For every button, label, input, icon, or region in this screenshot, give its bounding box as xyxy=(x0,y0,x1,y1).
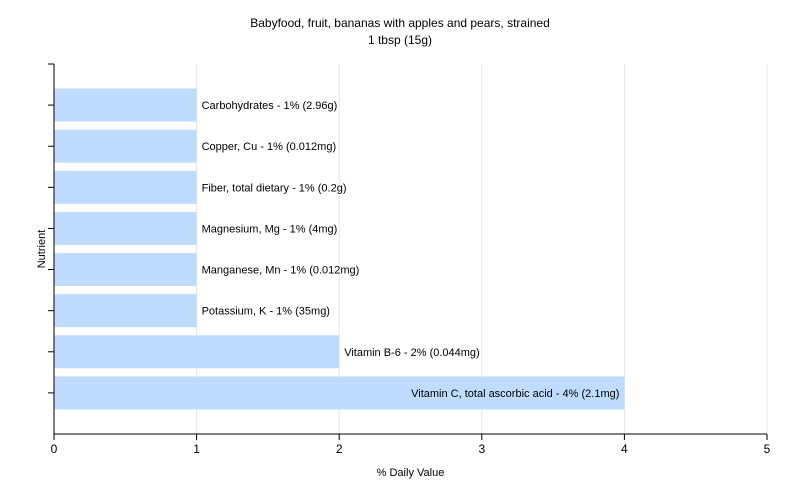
bar-label: Magnesium, Mg - 1% (4mg) xyxy=(202,223,338,235)
bar-label: Manganese, Mn - 1% (0.012mg) xyxy=(202,265,360,277)
bar-label: Vitamin B-6 - 2% (0.044mg) xyxy=(344,347,480,359)
x-tick-label: 3 xyxy=(478,442,485,456)
x-tick-label: 5 xyxy=(764,442,771,456)
x-tick-label: 2 xyxy=(336,442,343,456)
bar xyxy=(54,335,340,369)
y-axis-label: Nutrient xyxy=(36,230,48,269)
bar xyxy=(54,129,197,163)
bar xyxy=(54,253,197,287)
x-tick-label: 4 xyxy=(621,442,628,456)
bar xyxy=(54,88,197,122)
x-tick-label: 1 xyxy=(193,442,200,456)
bar xyxy=(54,211,197,245)
bar xyxy=(54,376,625,410)
x-axis-label: % Daily Value xyxy=(377,467,445,479)
bar-label: Vitamin C, total ascorbic acid - 4% (2.1… xyxy=(411,388,619,400)
bar-label: Copper, Cu - 1% (0.012mg) xyxy=(202,141,337,153)
bar-label: Fiber, total dietary - 1% (0.2g) xyxy=(202,182,347,194)
x-tick-label: 0 xyxy=(51,442,58,456)
bar xyxy=(54,170,197,204)
chart-subtitle: 1 tbsp (15g) xyxy=(367,33,433,47)
bar-label: Potassium, K - 1% (35mg) xyxy=(202,306,330,318)
bar xyxy=(54,294,197,328)
bar-label: Carbohydrates - 1% (2.96g) xyxy=(202,100,338,112)
chart-title: Babyfood, fruit, bananas with apples and… xyxy=(250,16,550,30)
